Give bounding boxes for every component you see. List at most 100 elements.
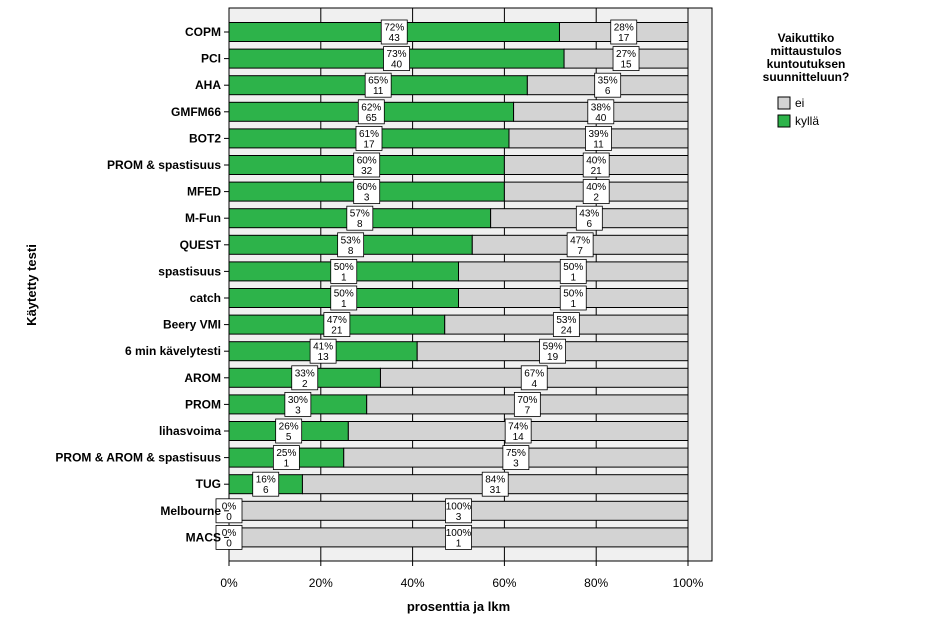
data-label-box: [383, 46, 410, 71]
data-label-count: 3: [456, 512, 462, 523]
legend-entry: ei: [795, 96, 804, 110]
data-label-percent: 72%: [384, 23, 404, 34]
data-label-percent: 50%: [334, 262, 354, 273]
data-label-count: 40: [595, 113, 607, 124]
data-label-count: 32: [361, 166, 373, 177]
data-label-count: 4: [531, 379, 537, 390]
data-label-count: 6: [587, 219, 593, 230]
data-label-box: [272, 445, 300, 471]
data-label-count: 1: [341, 299, 347, 310]
data-label-count: 15: [620, 60, 632, 71]
category-label: 6 min kävelytesti: [125, 344, 221, 358]
data-label-box: [575, 205, 603, 231]
data-label-count: 40: [391, 60, 403, 71]
data-label: 39%11: [585, 126, 612, 151]
data-label-percent: 27%: [616, 49, 636, 60]
data-label: 65%11: [364, 72, 392, 98]
data-label-count: 0: [226, 538, 232, 549]
data-label: 100%3: [445, 498, 472, 524]
data-label-box: [252, 471, 280, 497]
data-label-box: [587, 99, 615, 125]
data-label: 62%65: [357, 99, 385, 125]
data-label-box: [481, 471, 509, 497]
plot-background: [228, 7, 713, 562]
data-label-box: [364, 72, 392, 98]
x-tick-labels: 0% 20% 40% 60% 80% 100%: [220, 561, 704, 590]
data-label-box: [585, 126, 612, 151]
data-label-box: [520, 365, 548, 391]
data-label: 40%21: [582, 152, 610, 178]
data-label-box: [594, 72, 622, 98]
data-label-box: [610, 19, 638, 45]
data-label-box: [559, 258, 587, 284]
x-tick-label: 100%: [673, 576, 704, 590]
data-label-percent: 43%: [579, 209, 599, 220]
data-label-box: [445, 525, 472, 550]
data-label: 61%17: [355, 126, 383, 151]
data-label: 50%1: [559, 285, 587, 311]
data-label-percent: 25%: [276, 448, 296, 459]
data-label-percent: 73%: [387, 49, 407, 60]
data-label-percent: 70%: [517, 395, 537, 406]
data-label-percent: 57%: [350, 209, 370, 220]
data-label-box: [215, 498, 243, 524]
data-label-count: 6: [263, 485, 269, 496]
category-label: Melbourne: [160, 504, 221, 518]
data-label-count: 1: [570, 272, 576, 283]
category-label: MACS: [186, 530, 221, 544]
data-label-count: 7: [525, 405, 531, 416]
category-label: PCI: [201, 52, 221, 66]
y-axis-title: Käytetty testi: [24, 244, 39, 326]
data-label: 38%40: [587, 99, 615, 125]
data-label: 0%0: [215, 498, 243, 524]
data-label: 40%2: [582, 179, 610, 205]
x-tick-label: 20%: [309, 576, 333, 590]
data-label-percent: 40%: [586, 182, 606, 193]
data-label: 47%7: [566, 232, 594, 258]
data-label-count: 3: [295, 405, 301, 416]
data-label-box: [353, 152, 381, 178]
legend-entry: kyllä: [795, 114, 819, 128]
data-label: 43%6: [575, 205, 603, 231]
data-label-box: [291, 365, 319, 391]
data-label: 26%5: [275, 418, 303, 444]
data-label-percent: 47%: [327, 315, 347, 326]
data-label-count: 1: [456, 538, 462, 549]
data-label: 30%3: [284, 391, 312, 417]
category-label: spastisuus: [158, 264, 221, 278]
data-label-percent: 30%: [288, 395, 308, 406]
data-label-box: [355, 126, 383, 151]
legend: Vaikuttikomittaustuloskuntoutuksensuunni…: [763, 31, 850, 128]
data-label-box: [582, 152, 610, 178]
x-tick-label: 80%: [584, 576, 608, 590]
data-label-box: [323, 312, 351, 338]
category-label: GMFM66: [171, 105, 221, 119]
category-label: Beery VMI: [163, 318, 221, 332]
data-label-percent: 50%: [334, 289, 354, 300]
data-label: 100%1: [445, 525, 472, 550]
data-label-percent: 65%: [368, 76, 388, 87]
data-label-percent: 60%: [357, 182, 377, 193]
data-label-count: 5: [286, 432, 292, 443]
data-label: 70%7: [513, 391, 541, 417]
data-label-box: [380, 19, 408, 45]
category-label: M-Fun: [185, 211, 221, 225]
data-label-box: [612, 46, 640, 71]
data-label-box: [330, 258, 358, 284]
data-label-percent: 61%: [359, 129, 379, 140]
data-label-count: 0: [226, 512, 232, 523]
data-label-box: [330, 285, 358, 311]
category-label: BOT2: [189, 131, 221, 145]
data-label: 47%21: [323, 312, 351, 338]
data-label-count: 2: [302, 379, 308, 390]
legend-title: Vaikuttiko: [778, 31, 835, 45]
category-labels: COPM PCI AHA GMFM66 BOT2 PROM & spastisuus MFE…: [55, 25, 229, 544]
data-label: 59%19: [539, 338, 566, 364]
data-label-box: [566, 232, 594, 258]
data-label-box: [504, 418, 532, 444]
data-label: 84%31: [481, 471, 509, 497]
legend-title: mittaustulos: [770, 44, 842, 58]
data-label-box: [513, 391, 541, 417]
category-label: lihasvoima: [159, 424, 221, 438]
data-label-box: [552, 312, 580, 338]
